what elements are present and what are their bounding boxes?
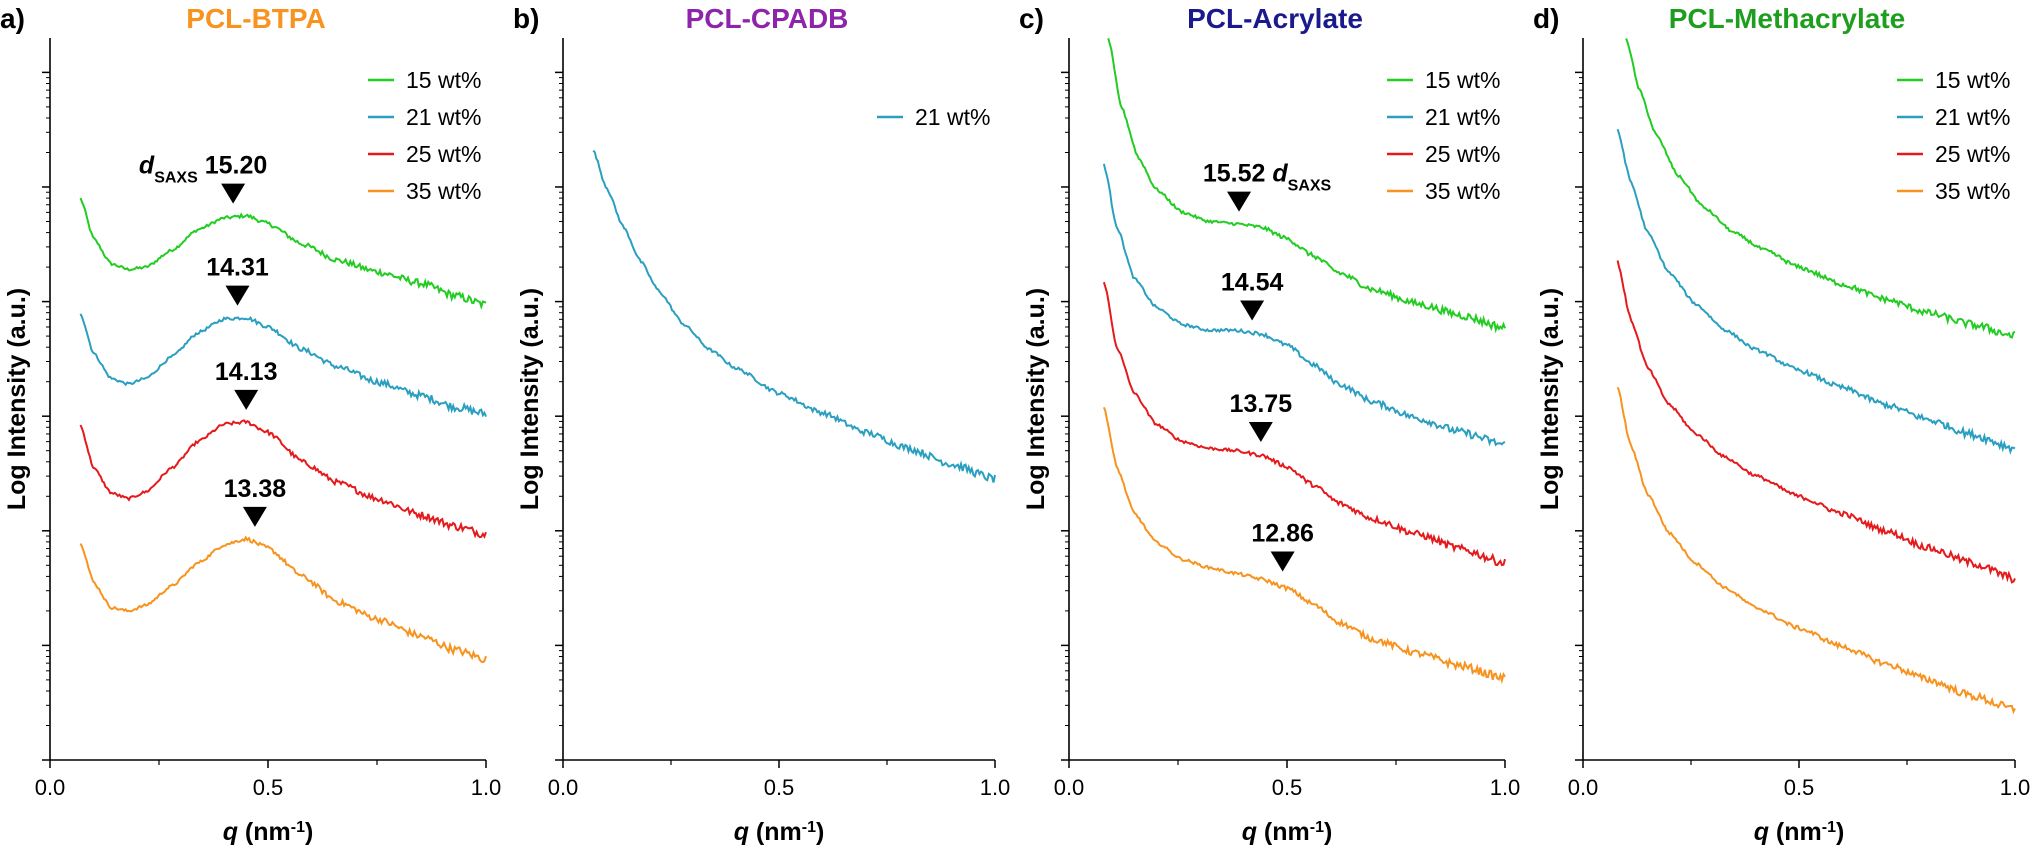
x-tick-label: 1.0 [2000,775,2031,800]
y-axis-label: Log Intensity (a.u.) [3,288,31,510]
peak-label: 13.38 [224,475,287,503]
panel-4: 0.0 0.5 1.0 q (nm-1) Log Intensity (a.u.) d) P… [1533,3,2030,846]
peak-label: 13.75 [1230,390,1293,418]
x-axis-label: q (nm-1) [1242,818,1333,846]
peak-marker [1227,191,1252,212]
legend-label: 21 wt% [1425,104,1500,130]
peak-marker [1248,422,1273,443]
x-tick-label: 0.5 [253,775,284,800]
legend-label: 15 wt% [406,67,481,93]
series-line-25wt [1616,260,2016,584]
x-tick-label: 0.0 [1568,775,1599,800]
peak-marker [1270,551,1295,572]
panel-letter: a) [0,3,25,34]
peak-marker [221,183,246,204]
x-tick-label: 1.0 [1490,775,1521,800]
panel-title: PCL-Acrylate [1187,3,1363,34]
x-tick-label: 0.5 [1784,775,1815,800]
legend-label: 21 wt% [406,104,481,130]
peak-label: 14.54 [1221,269,1284,297]
panel-title: PCL-CPADB [686,3,849,34]
peak-marker [225,285,250,306]
legend-label: 25 wt% [1425,141,1500,167]
x-tick-label: 0.0 [1054,775,1085,800]
peak-marker [242,506,267,527]
x-tick-label: 0.5 [1272,775,1303,800]
series-line-21wt [1616,128,2016,455]
series-line-15wt [79,197,487,310]
peak-label: 14.13 [215,358,278,386]
panel-3: 0.0 0.5 1.0 q (nm-1) Log Intensity (a.u.) c) P… [1019,3,1520,846]
series-line-21wt [592,149,996,483]
series-line-15wt [1107,38,1506,334]
series-line-35wt [1102,406,1506,685]
x-axis-label: q (nm-1) [223,818,314,846]
panel-letter: c) [1019,3,1044,34]
series-line-25wt [1102,281,1506,567]
panel-1: 0.0 0.5 1.0 q (nm-1) Log Intensity (a.u.) a) P… [0,3,501,846]
x-axis-label: q (nm-1) [1754,818,1845,846]
panel-title: PCL-Methacrylate [1669,3,1906,34]
series-line-21wt [79,313,487,418]
series-line-35wt [79,535,487,664]
legend-label: 35 wt% [1425,178,1500,204]
series-line-25wt [79,419,487,539]
peak-label: dSAXS 15.20 [139,152,267,187]
y-axis-label: Log Intensity (a.u.) [1022,288,1050,510]
panel-letter: b) [513,3,539,34]
peak-marker [234,389,259,410]
y-axis-label: Log Intensity (a.u.) [516,288,544,510]
legend-label: 35 wt% [1935,178,2010,204]
x-tick-label: 1.0 [980,775,1011,800]
panel-title: PCL-BTPA [186,3,325,34]
legend-label: 25 wt% [406,141,481,167]
legend-label: 35 wt% [406,178,481,204]
series-line-21wt [1102,163,1506,447]
legend-label: 15 wt% [1935,67,2010,93]
x-tick-label: 0.0 [35,775,66,800]
peak-marker [1240,300,1265,321]
legend-label: 15 wt% [1425,67,1500,93]
panel-letter: d) [1533,3,1559,34]
legend-label: 21 wt% [915,104,990,130]
legend-label: 25 wt% [1935,141,2010,167]
peak-label: 15.52 dSAXS [1203,160,1332,195]
x-tick-label: 0.0 [548,775,579,800]
x-axis-label: q (nm-1) [734,818,825,846]
y-axis-label: Log Intensity (a.u.) [1536,288,1564,510]
series-line-15wt [1625,38,2016,339]
panel-2: 0.0 0.5 1.0 q (nm-1) Log Intensity (a.u.) b) P… [513,3,1010,846]
series-line-35wt [1616,386,2016,715]
peak-label: 12.86 [1251,520,1314,548]
legend-label: 21 wt% [1935,104,2010,130]
peak-label: 14.31 [206,254,269,282]
x-tick-label: 1.0 [471,775,502,800]
x-tick-label: 0.5 [764,775,795,800]
